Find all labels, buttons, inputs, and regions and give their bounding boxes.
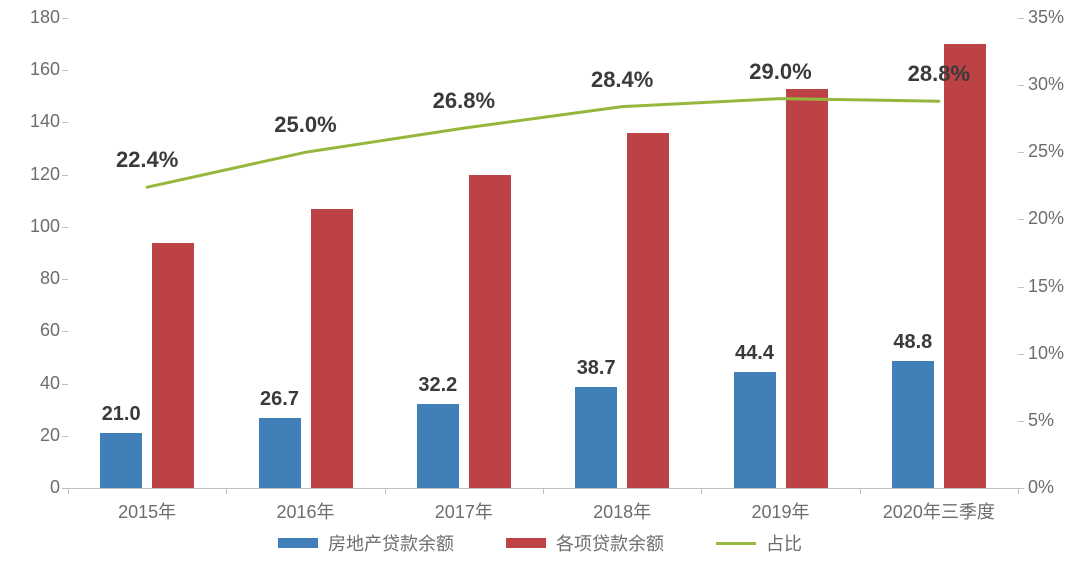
- x-tick: [543, 488, 544, 494]
- y-left-tick: [62, 227, 68, 228]
- legend-item: 房地产贷款余额: [278, 530, 454, 556]
- x-category-label: 2016年: [226, 498, 384, 524]
- bar-value-label: 48.8: [870, 331, 956, 354]
- x-tick: [68, 488, 69, 494]
- y-left-tick-label: 80: [40, 268, 60, 289]
- bar-series-1: [944, 44, 986, 488]
- bar-series-1: [469, 175, 511, 488]
- line-value-label: 22.4%: [87, 147, 207, 173]
- y-left-tick: [62, 122, 68, 123]
- bar-series-0: [892, 361, 934, 488]
- y-right-tick-label: 25%: [1028, 141, 1064, 162]
- bar-value-label: 26.7: [237, 388, 323, 411]
- x-category-label: 2018年: [543, 498, 701, 524]
- legend-item: 各项贷款余额: [506, 530, 664, 556]
- y-right-tick: [1018, 354, 1024, 355]
- legend-label: 各项贷款余额: [556, 530, 664, 556]
- line-value-label: 26.8%: [404, 88, 524, 114]
- x-category-label: 2019年: [701, 498, 859, 524]
- line-value-label: 29.0%: [721, 59, 841, 85]
- y-left-tick-label: 160: [30, 59, 60, 80]
- bar-series-0: [734, 372, 776, 488]
- y-right-tick-label: 0%: [1028, 477, 1054, 498]
- y-left-tick-label: 40: [40, 373, 60, 394]
- y-left-tick-label: 60: [40, 320, 60, 341]
- y-left-tick: [62, 331, 68, 332]
- y-right-tick-label: 15%: [1028, 276, 1064, 297]
- chart-container: 0 20 40 60 80 100 120 140 160 180 0% 5% 10% 15% 20% 25%…: [0, 0, 1080, 585]
- bar-series-0: [575, 387, 617, 488]
- bar-value-label: 32.2: [395, 374, 481, 397]
- y-right-tick: [1018, 18, 1024, 19]
- y-left-tick: [62, 70, 68, 71]
- bar-series-1: [786, 89, 828, 489]
- y-right-tick: [1018, 219, 1024, 220]
- plot-area: [68, 18, 1018, 488]
- bar-value-label: 38.7: [553, 357, 639, 380]
- bar-series-1: [152, 243, 194, 488]
- x-category-label: 2017年: [385, 498, 543, 524]
- x-tick: [1018, 488, 1019, 494]
- legend-rect-swatch: [506, 538, 546, 548]
- x-tick: [385, 488, 386, 494]
- bar-value-label: 21.0: [78, 403, 164, 426]
- y-left-tick-label: 20: [40, 425, 60, 446]
- legend-rect-swatch: [278, 538, 318, 548]
- y-left-tick-label: 0: [50, 477, 60, 498]
- bar-series-0: [417, 404, 459, 488]
- y-right-tick: [1018, 421, 1024, 422]
- line-value-label: 25.0%: [246, 112, 366, 138]
- x-category-label: 2015年: [68, 498, 226, 524]
- line-value-label: 28.8%: [879, 61, 999, 87]
- y-left-tick: [62, 18, 68, 19]
- bar-series-1: [311, 209, 353, 488]
- y-right-tick: [1018, 152, 1024, 153]
- bar-value-label: 44.4: [712, 342, 798, 365]
- legend-label: 占比: [766, 530, 802, 556]
- y-left-tick: [62, 175, 68, 176]
- y-left-tick-label: 140: [30, 111, 60, 132]
- bar-series-0: [259, 418, 301, 488]
- legend: 房地产贷款余额 各项贷款余额 占比: [278, 530, 802, 556]
- bar-series-1: [627, 133, 669, 488]
- legend-item: 占比: [716, 530, 802, 556]
- bar-series-0: [100, 433, 142, 488]
- y-right-tick-label: 5%: [1028, 410, 1054, 431]
- y-right-tick-label: 10%: [1028, 343, 1064, 364]
- x-tick: [860, 488, 861, 494]
- y-left-tick: [62, 279, 68, 280]
- y-left-tick-label: 100: [30, 216, 60, 237]
- y-right-tick: [1018, 85, 1024, 86]
- y-left-tick-label: 120: [30, 164, 60, 185]
- y-left-tick: [62, 384, 68, 385]
- line-value-label: 28.4%: [562, 67, 682, 93]
- y-right-tick-label: 35%: [1028, 7, 1064, 28]
- x-tick: [226, 488, 227, 494]
- x-tick: [701, 488, 702, 494]
- y-right-tick-label: 30%: [1028, 74, 1064, 95]
- y-right-tick-label: 20%: [1028, 208, 1064, 229]
- y-left-tick: [62, 436, 68, 437]
- y-right-tick: [1018, 287, 1024, 288]
- legend-label: 房地产贷款余额: [328, 530, 454, 556]
- legend-line-swatch: [716, 542, 756, 545]
- x-category-label: 2020年三季度: [860, 498, 1018, 524]
- y-left-tick-label: 180: [30, 7, 60, 28]
